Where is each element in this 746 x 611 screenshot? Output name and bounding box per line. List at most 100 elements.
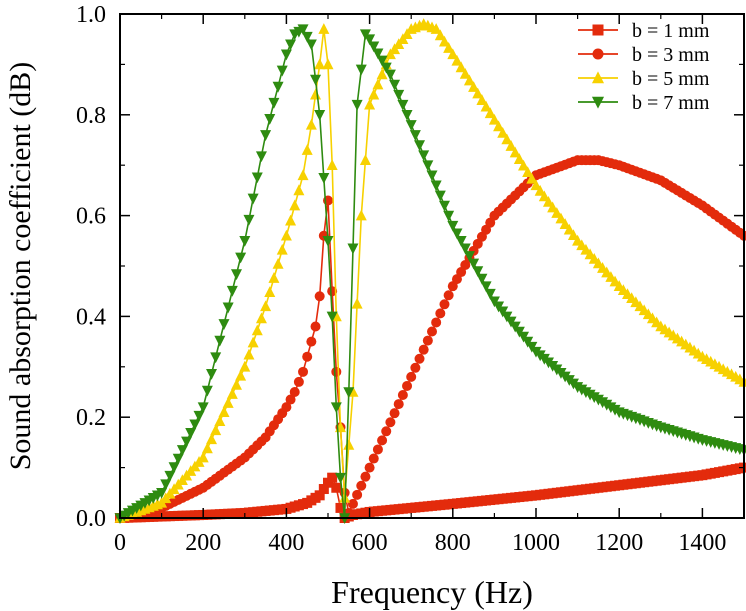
data-point xyxy=(302,351,313,362)
series-1 xyxy=(115,462,746,523)
data-point xyxy=(451,54,463,66)
data-point xyxy=(310,74,322,86)
data-point xyxy=(447,220,459,232)
data-point xyxy=(526,172,538,184)
data-point xyxy=(210,352,222,364)
data-point xyxy=(168,462,180,474)
data-point xyxy=(385,417,396,428)
legend-item: b = 7 mm xyxy=(578,92,710,114)
data-point xyxy=(343,438,355,450)
data-point xyxy=(218,406,230,417)
data-point xyxy=(305,118,317,130)
data-point xyxy=(226,285,238,297)
data-point xyxy=(534,184,546,196)
data-point xyxy=(476,273,488,285)
legend-item: b = 1 mm xyxy=(578,20,710,42)
data-point xyxy=(443,210,455,222)
data-point xyxy=(189,419,201,431)
data-point xyxy=(501,133,513,145)
data-point xyxy=(427,326,437,337)
data-point xyxy=(314,58,326,70)
data-point xyxy=(264,286,276,298)
data-point xyxy=(459,243,471,255)
data-point xyxy=(447,48,459,60)
data-point xyxy=(547,201,559,213)
data-point xyxy=(156,488,168,499)
data-point xyxy=(376,55,388,67)
data-point xyxy=(201,385,213,397)
data-point xyxy=(414,140,426,152)
data-point xyxy=(488,113,500,125)
data-point xyxy=(289,387,300,397)
data-point xyxy=(522,166,534,178)
data-point xyxy=(172,453,184,465)
data-point xyxy=(372,78,384,90)
data-point xyxy=(484,288,496,300)
y-axis-label: Sound absorption coefficient (dB) xyxy=(4,62,37,471)
data-point xyxy=(331,366,342,377)
data-point xyxy=(372,48,384,60)
x-tick-label: 1000 xyxy=(512,530,560,556)
data-point xyxy=(418,344,429,355)
x-tick-label: 800 xyxy=(435,530,471,556)
x-tick-label: 600 xyxy=(352,530,388,556)
data-point xyxy=(181,436,193,448)
data-point xyxy=(222,397,234,408)
data-point xyxy=(297,24,309,36)
data-point xyxy=(542,195,554,207)
data-point xyxy=(247,336,259,348)
data-point xyxy=(218,319,230,330)
data-point xyxy=(314,110,326,121)
data-point xyxy=(451,228,463,240)
data-point xyxy=(193,410,205,422)
data-point xyxy=(206,369,218,380)
data-point xyxy=(285,214,297,226)
series-3 xyxy=(114,18,746,523)
data-point xyxy=(393,89,405,101)
data-point xyxy=(281,402,292,413)
data-point xyxy=(318,484,329,495)
series-4 xyxy=(114,24,746,524)
data-point xyxy=(347,243,359,255)
data-point xyxy=(352,489,363,500)
data-point xyxy=(280,49,292,61)
data-point xyxy=(422,160,434,172)
data-point xyxy=(210,424,222,436)
x-axis-label: Frequency (Hz) xyxy=(331,574,533,610)
data-point xyxy=(430,23,442,34)
data-point xyxy=(476,94,488,105)
legend-item: b = 5 mm xyxy=(578,68,710,90)
data-point xyxy=(372,444,383,455)
data-point xyxy=(310,321,321,332)
data-point xyxy=(538,190,550,202)
plot-series xyxy=(114,18,746,524)
data-point xyxy=(255,312,267,324)
data-point xyxy=(260,300,272,312)
data-point xyxy=(418,150,430,162)
x-tick-label: 1400 xyxy=(678,530,726,556)
data-point xyxy=(306,336,317,347)
data-point xyxy=(406,371,417,382)
data-point xyxy=(160,479,172,491)
data-point xyxy=(434,190,446,202)
data-point xyxy=(243,348,255,360)
y-tick-label: 0.4 xyxy=(76,304,106,330)
data-point xyxy=(230,269,242,281)
data-point xyxy=(197,402,209,414)
data-point xyxy=(381,426,392,437)
data-point xyxy=(214,335,226,347)
data-point xyxy=(285,39,297,51)
legend-label: b = 3 mm xyxy=(632,44,710,66)
data-point xyxy=(276,65,288,77)
data-point xyxy=(343,387,355,398)
data-point xyxy=(368,453,379,464)
data-point xyxy=(226,388,238,399)
data-point xyxy=(377,435,388,446)
data-point xyxy=(331,482,342,493)
data-point xyxy=(443,290,454,301)
data-point xyxy=(518,159,530,171)
data-point xyxy=(384,69,396,81)
data-point xyxy=(430,180,442,192)
data-point xyxy=(493,120,505,132)
